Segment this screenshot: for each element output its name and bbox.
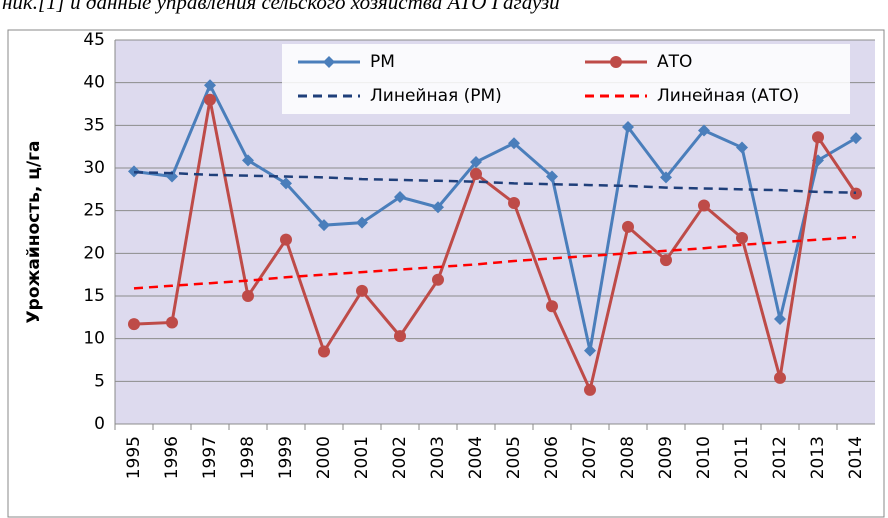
marker	[610, 56, 622, 68]
series-line	[133, 99, 858, 395]
x-tick-label: 1995	[124, 436, 144, 479]
marker	[432, 201, 444, 214]
x-tick-label: 1999	[276, 436, 296, 479]
x-tick-label: 1996	[162, 436, 182, 479]
legend-label: Линейная (АТО)	[657, 86, 799, 106]
marker	[660, 171, 672, 184]
caption: ник.[1] и данные управления сельского хо…	[2, 0, 560, 14]
y-axis-title: Урожайность, ц/га	[24, 141, 44, 324]
legend-label: РМ	[370, 52, 395, 72]
x-tick-label: 2006	[542, 436, 562, 479]
x-tick-label: 2002	[390, 436, 410, 479]
marker	[242, 290, 254, 302]
marker	[166, 316, 178, 329]
series-line	[133, 81, 857, 351]
x-tick-label: 2007	[580, 436, 600, 479]
marker	[280, 177, 292, 190]
marker	[850, 187, 862, 200]
y-tick-label: 20	[83, 243, 105, 263]
y-tick-label: 35	[83, 115, 105, 135]
y-tick-label: 15	[83, 286, 105, 306]
y-tick-label: 40	[83, 73, 105, 93]
marker	[622, 121, 634, 134]
marker	[323, 56, 335, 68]
series-line	[133, 235, 857, 290]
x-tick-label: 2009	[656, 436, 676, 479]
marker	[584, 383, 596, 396]
marker	[660, 254, 672, 267]
marker	[850, 132, 862, 145]
marker	[508, 137, 520, 150]
marker	[584, 344, 596, 357]
marker	[394, 330, 406, 343]
x-tick-label: 2003	[428, 436, 448, 479]
marker	[774, 313, 786, 326]
marker	[280, 233, 292, 246]
marker	[736, 231, 748, 244]
marker	[394, 191, 406, 204]
marker	[432, 273, 444, 286]
marker	[622, 220, 634, 233]
legend-label: Линейная (РМ)	[370, 86, 502, 106]
x-tick-label: 2001	[352, 436, 372, 479]
y-tick-label: 25	[83, 201, 105, 221]
marker	[128, 165, 140, 178]
marker	[698, 124, 710, 137]
marker	[242, 154, 254, 167]
marker	[812, 131, 824, 144]
marker	[318, 345, 330, 358]
marker	[546, 170, 558, 183]
x-tick-label: 1998	[238, 436, 258, 479]
x-tick-label: 2004	[466, 436, 486, 479]
marker	[736, 141, 748, 154]
y-tick-label: 5	[94, 371, 105, 391]
marker	[508, 196, 520, 209]
x-tick-label: 2000	[314, 436, 334, 479]
marker	[774, 371, 786, 384]
marker	[470, 156, 482, 169]
marker	[356, 216, 368, 229]
y-tick-label: 0	[94, 414, 105, 434]
x-tick-label: 2013	[808, 436, 828, 479]
marker	[204, 93, 216, 106]
y-tick-label: 45	[83, 30, 105, 50]
x-tick-label: 1997	[200, 436, 220, 479]
series-line	[133, 171, 857, 194]
marker	[698, 199, 710, 212]
y-tick-label: 30	[83, 158, 105, 178]
marker	[470, 167, 482, 180]
x-tick-label: 2014	[846, 436, 866, 479]
y-tick-label: 10	[83, 329, 105, 349]
x-tick-label: 2008	[618, 436, 638, 479]
x-tick-label: 2005	[504, 436, 524, 479]
marker	[356, 284, 368, 297]
marker	[204, 79, 216, 92]
x-tick-label: 2012	[770, 436, 790, 479]
legend-label: АТО	[657, 52, 692, 72]
marker	[546, 300, 558, 313]
legend-box	[282, 44, 850, 114]
x-tick-label: 2011	[732, 436, 752, 479]
x-tick-label: 2010	[694, 436, 714, 479]
marker	[318, 219, 330, 232]
marker	[128, 318, 140, 331]
